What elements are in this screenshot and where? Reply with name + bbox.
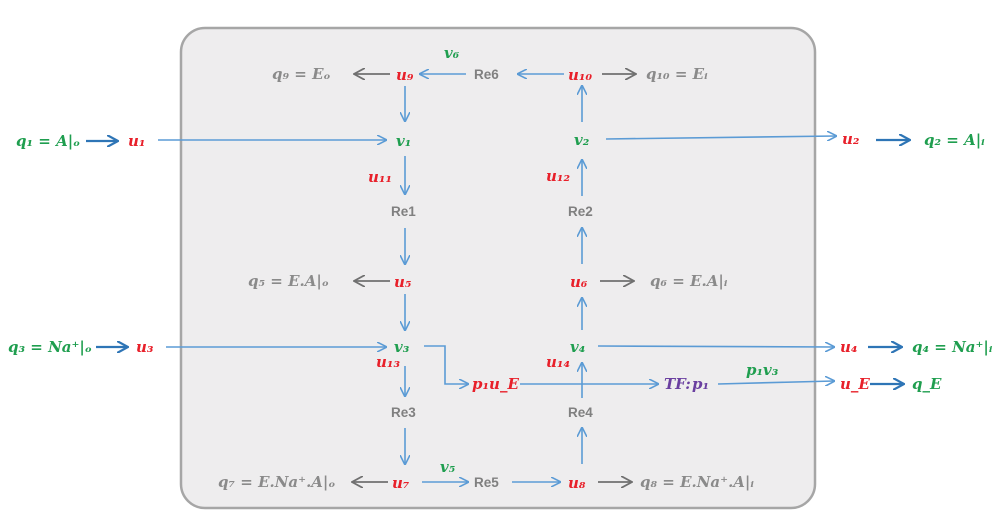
label-q6: q₆ = E.A|ᵢ [650, 272, 728, 290]
label-u4: u₄ [840, 338, 857, 356]
label-v1: v₁ [396, 132, 411, 150]
label-q5: q₅ = E.A|ₒ [248, 272, 329, 290]
label-re1: Re1 [391, 204, 416, 219]
arrow-v4-u4 [597, 346, 834, 347]
label-u12: u₁₂ [546, 167, 570, 185]
label-v6: v₆ [444, 44, 460, 62]
arrow-v3-p1uE [424, 345, 468, 384]
label-q8: q₈ = E.Na⁺.A|ᵢ [640, 473, 754, 491]
label-re3: Re3 [391, 405, 416, 420]
label-u13: u₁₃ [376, 353, 400, 371]
label-q7: q₇ = E.Na⁺.A|ₒ [218, 473, 335, 491]
label-u3: u₃ [136, 338, 154, 356]
label-u1: u₁ [128, 132, 145, 150]
label-v3: v₃ [394, 338, 410, 356]
label-v5: v₅ [440, 458, 456, 476]
label-q3: q₃ = Na⁺|ₒ [8, 338, 92, 356]
label-u6: u₆ [570, 273, 588, 291]
label-u2: u₂ [842, 130, 860, 148]
label-u10: u₁₀ [568, 66, 592, 84]
label-v4: v₄ [570, 338, 585, 356]
label-q10: q₁₀ = Eᵢ [646, 65, 708, 83]
label-p1uE: p₁u_E [472, 375, 519, 393]
label-u8: u₈ [568, 474, 586, 492]
label-u11: u₁₁ [368, 168, 392, 186]
label-q9: q₉ = Eₒ [272, 65, 331, 83]
label-q4: q₄ = Na⁺|ᵢ [912, 338, 993, 356]
label-p1v3: p₁v₃ [746, 361, 779, 379]
label-u5: u₅ [394, 273, 412, 291]
bond-arrows [86, 74, 910, 482]
label-u9: u₉ [396, 66, 414, 84]
label-qE: q_E [912, 375, 942, 393]
system-boundary-box [179, 26, 817, 510]
label-u7: u₇ [392, 474, 410, 492]
label-u14: u₁₄ [546, 353, 570, 371]
label-tf: TF: [664, 375, 691, 393]
arrow-tf-uE [717, 381, 834, 384]
label-re5: Re5 [474, 475, 499, 490]
label-re4: Re4 [568, 405, 593, 420]
label-re2: Re2 [568, 204, 593, 219]
label-q1: q₁ = A|ₒ [16, 132, 80, 150]
label-tf-p1: p₁ [692, 375, 709, 393]
label-uE: u_E [840, 375, 870, 393]
arrow-v2-u2 [605, 136, 836, 139]
label-q2: q₂ = A|ᵢ [924, 131, 985, 149]
label-re6: Re6 [474, 67, 499, 82]
label-v2: v₂ [574, 131, 590, 149]
